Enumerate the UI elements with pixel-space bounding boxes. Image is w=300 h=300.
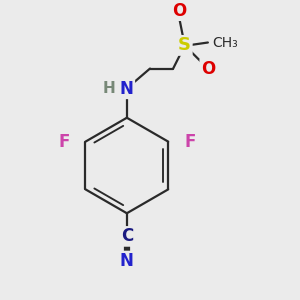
- Text: F: F: [58, 133, 70, 151]
- Text: C: C: [121, 227, 133, 245]
- Text: F: F: [184, 133, 196, 151]
- Text: O: O: [201, 60, 215, 78]
- Text: CH₃: CH₃: [212, 35, 238, 50]
- Text: O: O: [172, 2, 186, 20]
- Text: S: S: [178, 36, 191, 54]
- Text: N: N: [120, 252, 134, 270]
- Text: N: N: [120, 80, 134, 98]
- Text: H: H: [103, 81, 116, 96]
